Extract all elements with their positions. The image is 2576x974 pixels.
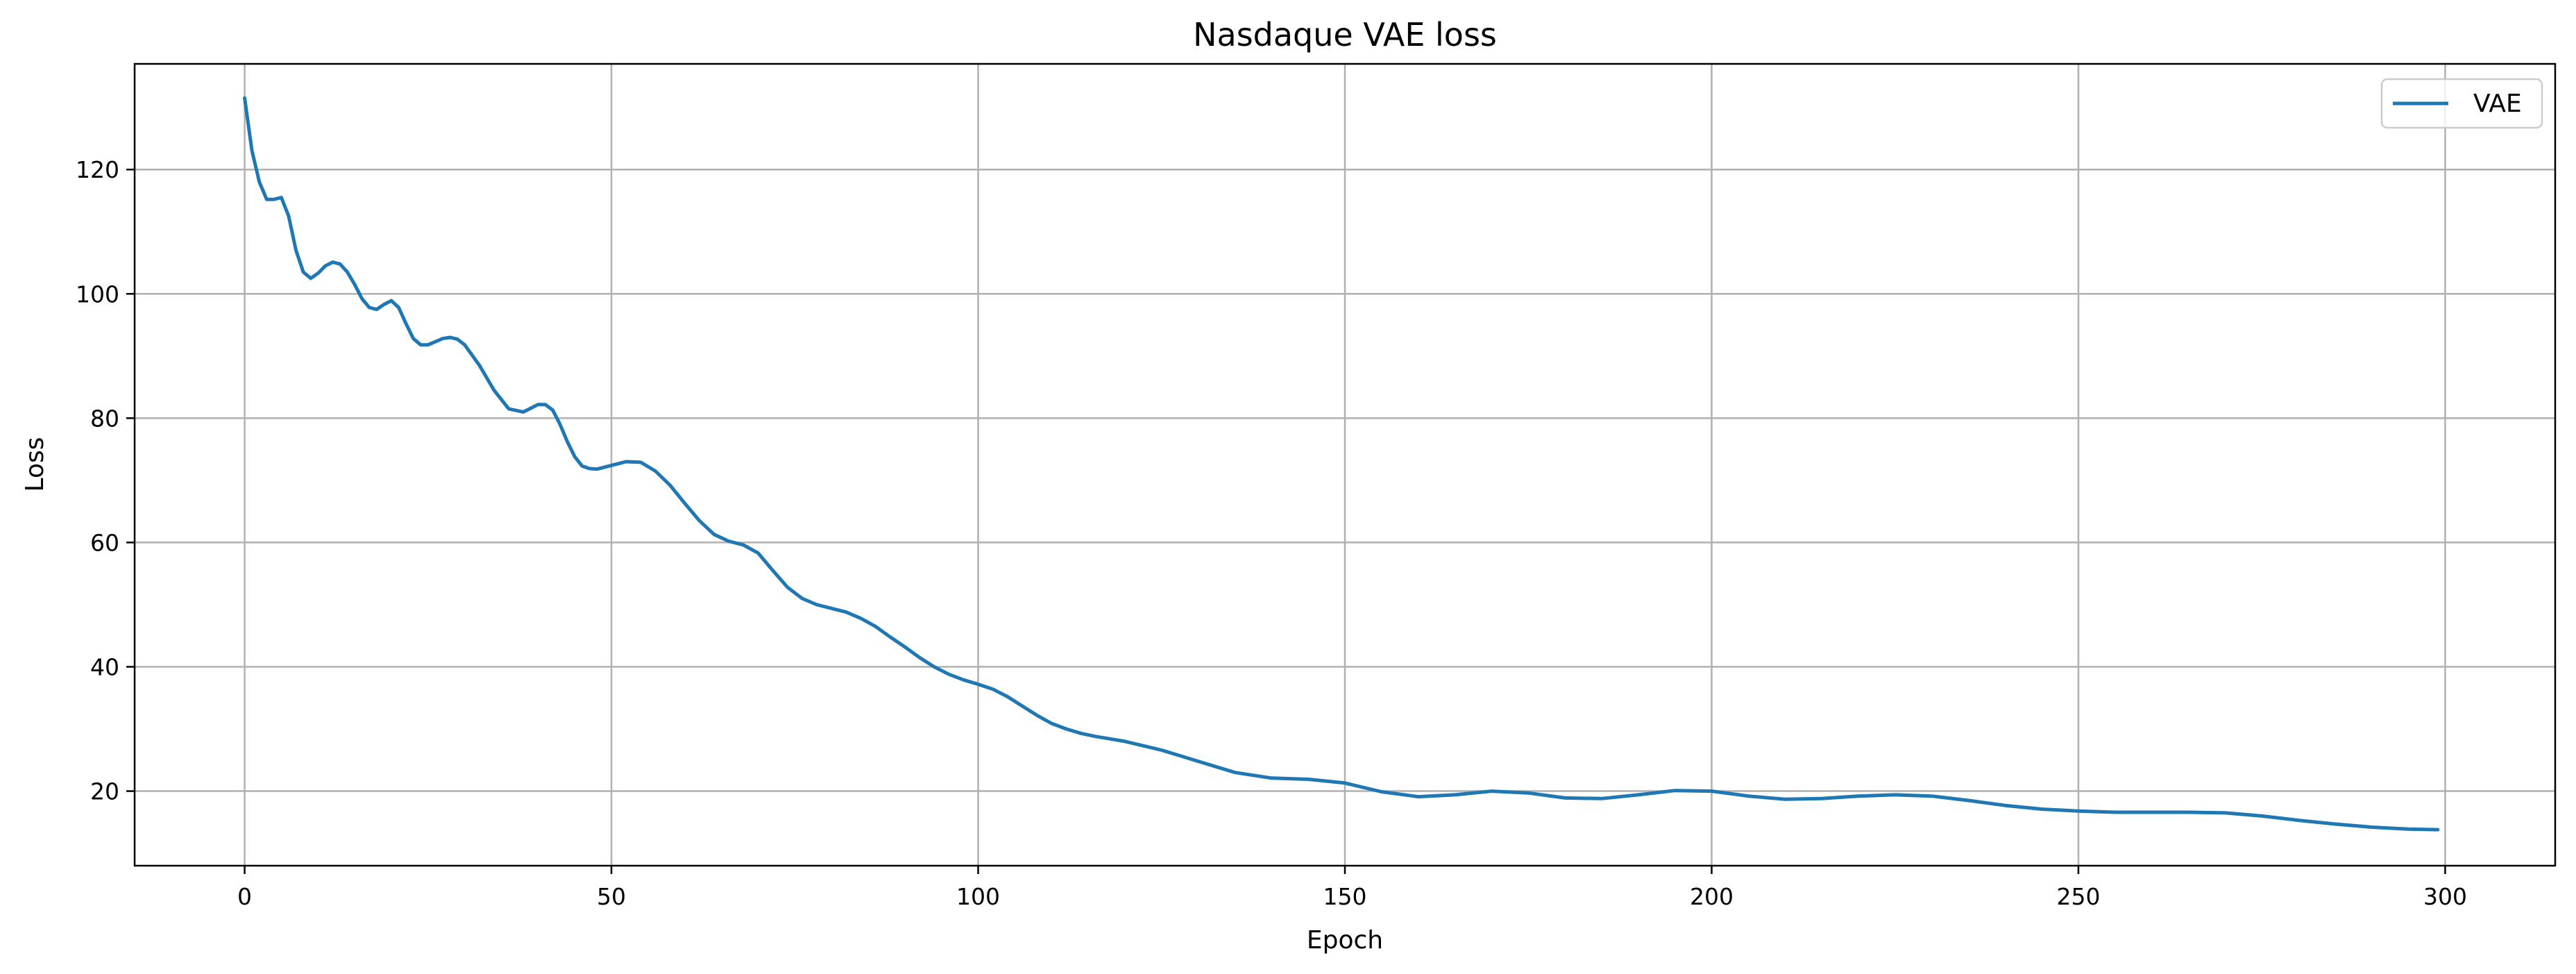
- x-tick-label: 0: [237, 883, 252, 910]
- x-axis: 0 50 100 150 200 250 300: [237, 866, 2467, 910]
- chart-title: Nasdaque VAE loss: [1193, 16, 1497, 53]
- grid-lines: [135, 64, 2555, 866]
- series-lines: [243, 96, 2440, 832]
- y-axis: 20 40 60 80 100 120: [76, 156, 135, 805]
- x-tick-label: 50: [597, 883, 626, 910]
- x-tick-label: 150: [1323, 883, 1367, 910]
- y-tick-label: 120: [76, 156, 119, 183]
- legend-box: [2380, 78, 2543, 129]
- y-tick-label: 100: [76, 280, 119, 308]
- y-tick-label: 20: [90, 778, 119, 805]
- x-tick-label: 200: [1690, 883, 1734, 910]
- y-tick-label: 40: [90, 653, 119, 680]
- y-tick-label: 60: [90, 529, 119, 556]
- x-tick-label: 250: [2056, 883, 2100, 910]
- y-tick-label: 80: [90, 405, 119, 432]
- series-line-vae: [243, 96, 2440, 832]
- legend-label: VAE: [2473, 90, 2522, 118]
- legend: VAE: [2380, 78, 2543, 129]
- x-tick-label: 100: [956, 883, 1000, 910]
- x-tick-label: 300: [2423, 883, 2467, 910]
- x-axis-label: Epoch: [1307, 926, 1383, 955]
- y-axis-label: Loss: [21, 437, 49, 492]
